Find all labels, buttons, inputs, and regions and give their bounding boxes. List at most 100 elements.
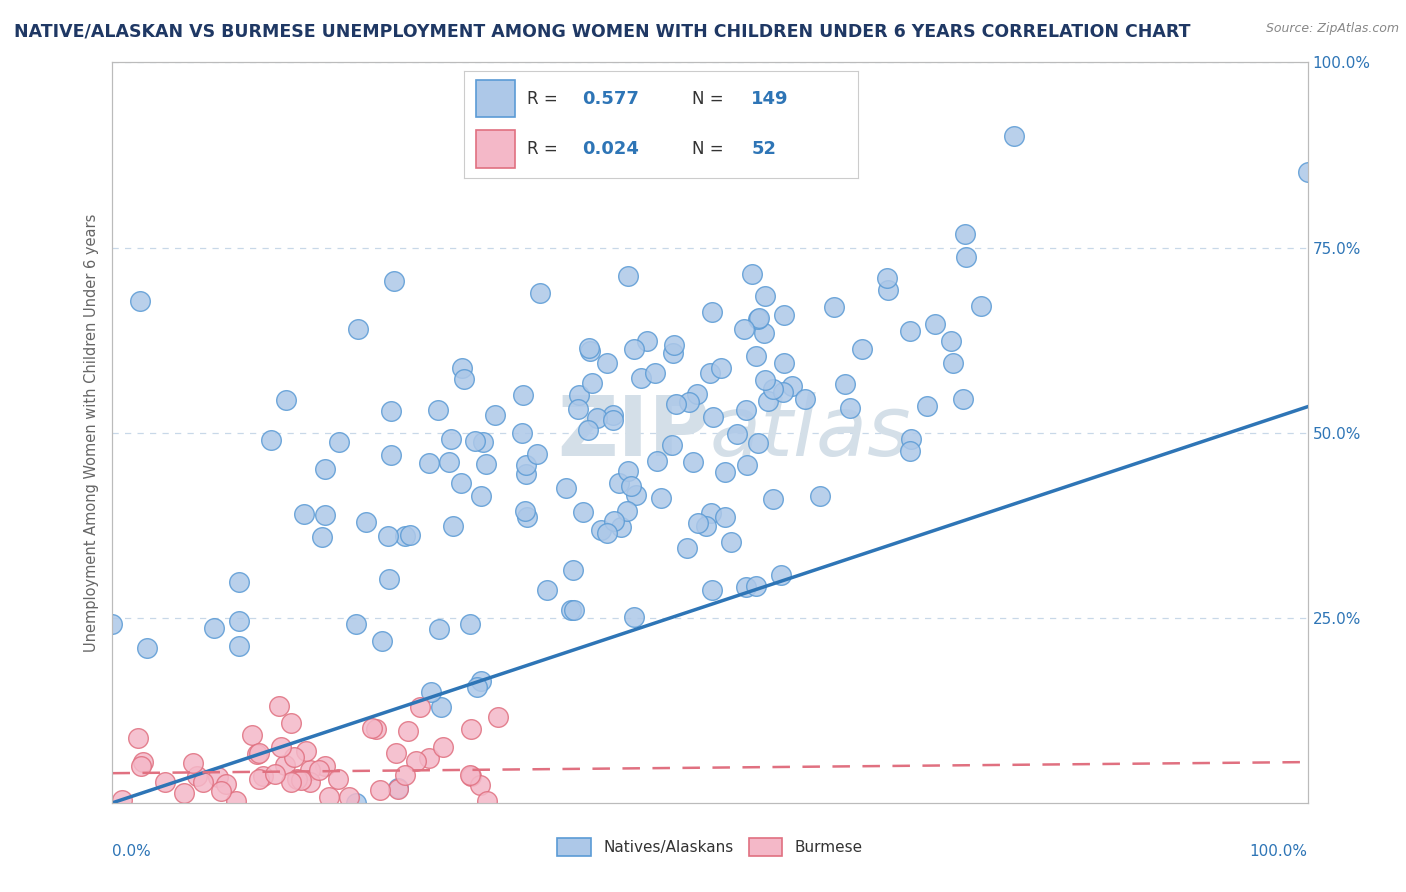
Point (131, 755, 153, 769)
Point (418, 456, 440, 470)
Point (193, 775, 215, 789)
Point (186, 769, 208, 783)
Point (380, 404, 402, 418)
Point (876, 270, 898, 285)
Point (630, 371, 652, 385)
Point (370, 634, 392, 648)
Point (295, 744, 318, 758)
Point (344, 616, 367, 631)
Point (398, 528, 420, 542)
Point (596, 356, 619, 370)
Point (378, 572, 401, 586)
Point (337, 790, 360, 805)
Point (952, 392, 974, 406)
Point (970, 299, 993, 313)
Point (418, 751, 440, 765)
Point (567, 402, 589, 417)
Point (283, 750, 305, 764)
Point (581, 376, 603, 390)
Point (228, 574, 250, 589)
Point (153, 774, 176, 789)
Point (285, 772, 308, 787)
Point (710, 361, 733, 376)
Point (678, 394, 700, 409)
Point (111, 792, 134, 806)
Point (441, 518, 464, 533)
Text: R =: R = (527, 140, 562, 158)
Point (650, 491, 672, 505)
Point (512, 388, 534, 402)
Point (562, 603, 585, 617)
Point (314, 462, 336, 476)
Point (834, 376, 856, 391)
Point (898, 443, 921, 458)
Point (725, 426, 748, 441)
Point (419, 684, 441, 698)
Point (318, 790, 340, 805)
Point (682, 455, 704, 469)
Point (661, 438, 683, 452)
Point (561, 563, 583, 577)
Point (780, 378, 803, 392)
Point (387, 781, 409, 796)
Point (465, 681, 488, 695)
Point (429, 700, 451, 714)
Point (432, 739, 454, 754)
Point (623, 342, 645, 356)
Point (377, 529, 399, 543)
Point (394, 529, 416, 543)
Point (405, 754, 427, 768)
Point (328, 772, 350, 786)
Point (292, 507, 315, 521)
Point (267, 699, 290, 714)
Point (924, 317, 946, 331)
Point (939, 334, 962, 348)
Point (516, 510, 538, 524)
Point (714, 510, 737, 524)
Point (596, 525, 619, 540)
Point (387, 781, 409, 796)
Point (207, 770, 229, 784)
Bar (475, 80, 515, 118)
Point (314, 508, 336, 522)
Point (370, 783, 392, 797)
Point (470, 489, 492, 503)
Point (328, 435, 350, 450)
Point (360, 721, 382, 735)
Point (665, 397, 688, 411)
Point (477, 794, 499, 808)
Point (699, 366, 721, 380)
Text: 149: 149 (751, 90, 789, 108)
Point (720, 535, 742, 549)
Point (741, 268, 763, 282)
Point (579, 344, 602, 359)
Point (695, 518, 717, 533)
Point (366, 722, 388, 736)
Point (439, 455, 461, 469)
Point (955, 250, 977, 264)
Point (290, 772, 312, 787)
Point (380, 449, 402, 463)
Point (754, 373, 776, 387)
Point (602, 413, 624, 427)
Point (794, 392, 817, 407)
Point (762, 491, 785, 506)
Text: 0.577: 0.577 (582, 90, 638, 108)
Point (280, 775, 302, 789)
Point (464, 434, 486, 449)
Text: 52: 52 (751, 140, 776, 158)
Point (486, 709, 509, 723)
Point (135, 641, 157, 656)
Point (470, 674, 492, 689)
Point (644, 367, 666, 381)
Point (264, 766, 287, 780)
Point (308, 763, 330, 777)
Point (747, 312, 769, 326)
Bar (475, 130, 515, 168)
Point (280, 715, 302, 730)
Point (662, 338, 685, 352)
Point (700, 304, 723, 318)
Point (247, 747, 270, 761)
Text: 100.0%: 100.0% (1250, 844, 1308, 858)
Point (702, 582, 724, 597)
